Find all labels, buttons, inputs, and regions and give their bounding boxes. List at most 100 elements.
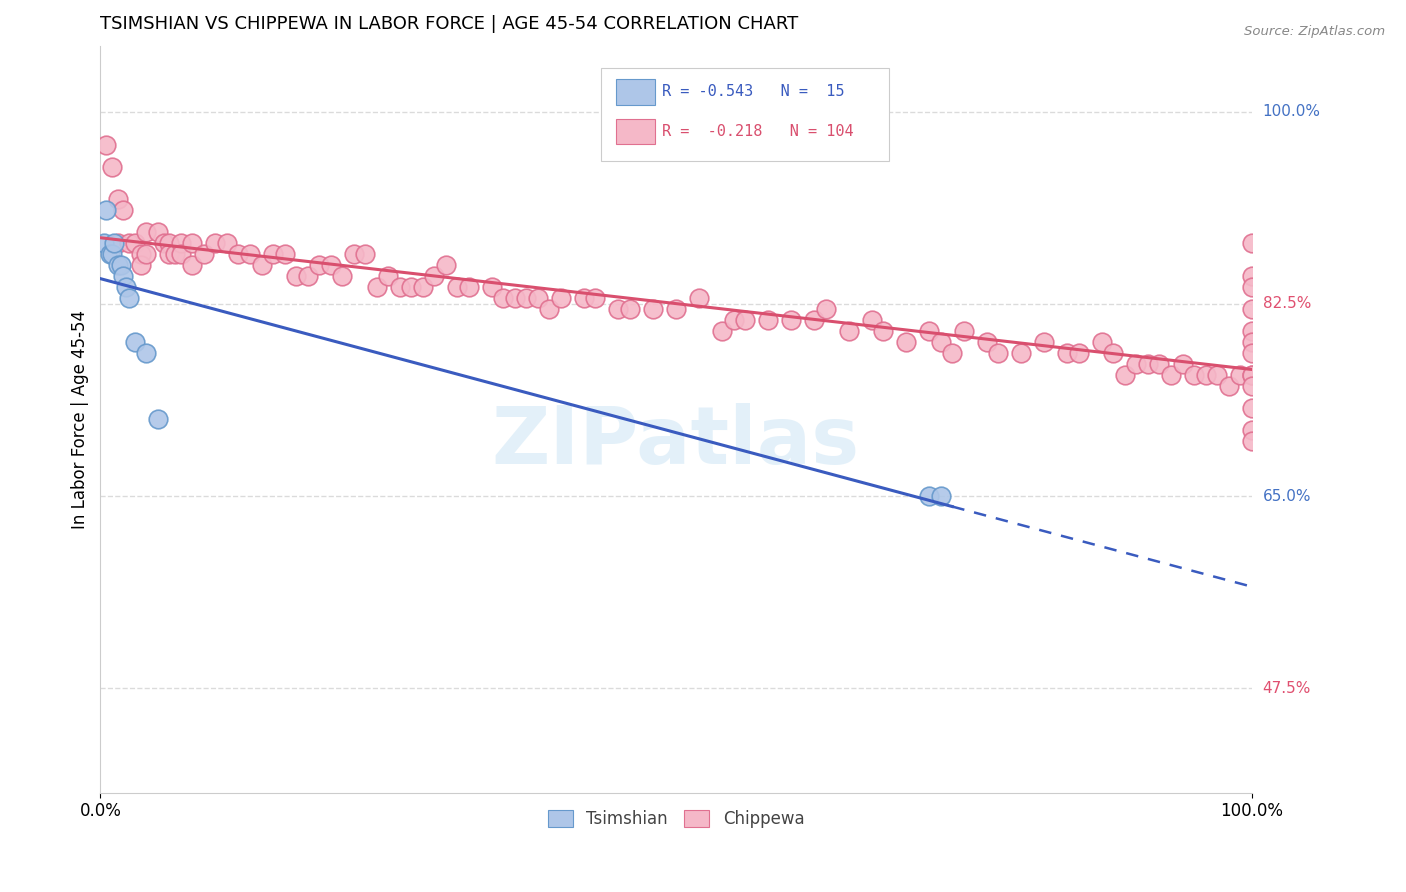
Point — [399, 280, 422, 294]
Point — [103, 236, 125, 251]
Point — [330, 269, 353, 284]
Point — [98, 247, 121, 261]
Point — [814, 302, 837, 317]
Point — [734, 313, 756, 327]
Point — [688, 291, 710, 305]
Point — [262, 247, 284, 261]
Point — [860, 313, 883, 327]
Point — [872, 324, 894, 338]
Point — [665, 302, 688, 317]
Point — [101, 160, 124, 174]
Point — [1171, 357, 1194, 371]
Point — [1229, 368, 1251, 383]
Point — [641, 302, 664, 317]
Point — [112, 269, 135, 284]
Point — [941, 346, 963, 360]
Point — [112, 203, 135, 218]
Point — [285, 269, 308, 284]
Point — [110, 258, 132, 272]
Point — [228, 247, 250, 261]
Point — [215, 236, 238, 251]
Point — [1240, 302, 1263, 317]
Point — [273, 247, 295, 261]
Point — [1218, 379, 1240, 393]
Point — [515, 291, 537, 305]
Point — [1240, 368, 1263, 383]
Text: 100.0%: 100.0% — [1263, 104, 1320, 119]
Point — [457, 280, 479, 294]
Point — [550, 291, 572, 305]
Text: ZIPatlas: ZIPatlas — [492, 402, 860, 481]
Point — [1240, 401, 1263, 416]
FancyBboxPatch shape — [616, 79, 655, 104]
Point — [204, 236, 226, 251]
Point — [377, 269, 399, 284]
Text: R = -0.543   N =  15: R = -0.543 N = 15 — [662, 85, 845, 100]
Point — [976, 335, 998, 350]
Point — [152, 236, 174, 251]
Point — [181, 258, 204, 272]
Point — [711, 324, 734, 338]
Point — [1240, 379, 1263, 393]
Point — [527, 291, 550, 305]
Point — [181, 236, 204, 251]
Point — [583, 291, 606, 305]
Point — [492, 291, 515, 305]
Point — [135, 247, 157, 261]
Point — [135, 346, 157, 360]
Point — [93, 236, 115, 251]
Point — [170, 236, 193, 251]
Point — [1160, 368, 1182, 383]
Point — [1240, 434, 1263, 449]
Point — [101, 247, 124, 261]
Point — [918, 489, 941, 503]
Point — [723, 313, 745, 327]
Point — [1240, 280, 1263, 294]
Point — [1056, 346, 1078, 360]
Point — [124, 335, 146, 350]
Text: Source: ZipAtlas.com: Source: ZipAtlas.com — [1244, 25, 1385, 38]
Point — [297, 269, 319, 284]
Point — [481, 280, 503, 294]
Point — [1091, 335, 1114, 350]
Point — [1240, 346, 1263, 360]
Text: 47.5%: 47.5% — [1263, 681, 1310, 696]
Text: 82.5%: 82.5% — [1263, 296, 1310, 311]
Point — [1240, 423, 1263, 437]
Point — [118, 291, 141, 305]
Point — [159, 236, 181, 251]
Point — [572, 291, 595, 305]
Point — [129, 258, 152, 272]
Point — [412, 280, 434, 294]
Point — [1240, 324, 1263, 338]
Point — [250, 258, 273, 272]
Point — [319, 258, 342, 272]
Point — [107, 193, 129, 207]
Point — [896, 335, 918, 350]
Point — [107, 258, 129, 272]
Point — [165, 247, 187, 261]
Point — [170, 247, 193, 261]
Point — [366, 280, 388, 294]
Point — [434, 258, 457, 272]
Point — [838, 324, 860, 338]
Point — [987, 346, 1010, 360]
Point — [756, 313, 779, 327]
Point — [159, 247, 181, 261]
Point — [146, 226, 169, 240]
Point — [354, 247, 377, 261]
Point — [239, 247, 262, 261]
Point — [780, 313, 803, 327]
Point — [1102, 346, 1125, 360]
Point — [107, 236, 129, 251]
Point — [607, 302, 630, 317]
Point — [1067, 346, 1090, 360]
FancyBboxPatch shape — [602, 68, 889, 161]
Point — [343, 247, 366, 261]
Text: TSIMSHIAN VS CHIPPEWA IN LABOR FORCE | AGE 45-54 CORRELATION CHART: TSIMSHIAN VS CHIPPEWA IN LABOR FORCE | A… — [100, 15, 799, 33]
Point — [129, 247, 152, 261]
Point — [619, 302, 641, 317]
Point — [1125, 357, 1147, 371]
Point — [503, 291, 526, 305]
Point — [803, 313, 825, 327]
